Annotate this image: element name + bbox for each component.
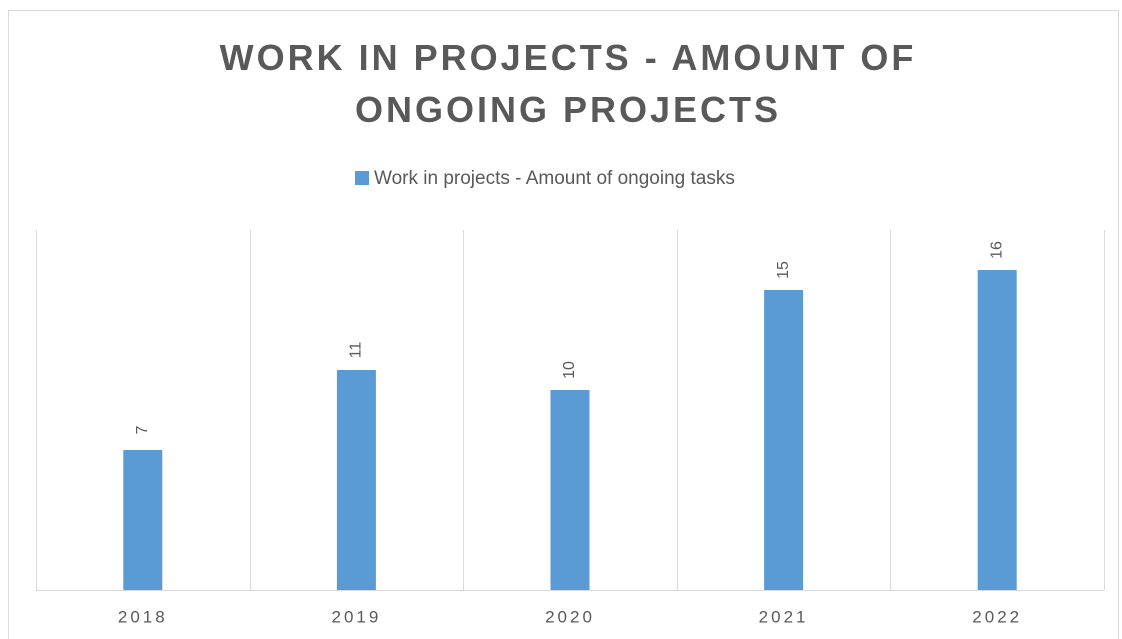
- x-tick-label: 2022: [972, 607, 1022, 626]
- x-tick-label: 2021: [759, 607, 809, 626]
- bar: [123, 450, 163, 590]
- bar: [977, 270, 1017, 590]
- chart-title: WORK IN PROJECTS - AMOUNT OF ONGOING PRO…: [219, 37, 917, 130]
- x-tick-label: 2020: [545, 607, 595, 626]
- data-label: 16: [988, 241, 1005, 259]
- chart-border: [8, 10, 1119, 639]
- x-tick-label: 2018: [118, 607, 168, 626]
- data-label: 15: [775, 261, 792, 279]
- bar: [764, 290, 804, 590]
- data-label: 11: [348, 342, 365, 359]
- data-label: 10: [561, 361, 578, 379]
- bar: [336, 370, 376, 590]
- x-tick-label: 2019: [331, 607, 381, 626]
- legend-swatch: [355, 171, 369, 185]
- bar: [550, 390, 590, 590]
- data-label: 7: [134, 425, 151, 434]
- legend-label: Work in projects - Amount of ongoing tas…: [374, 168, 735, 189]
